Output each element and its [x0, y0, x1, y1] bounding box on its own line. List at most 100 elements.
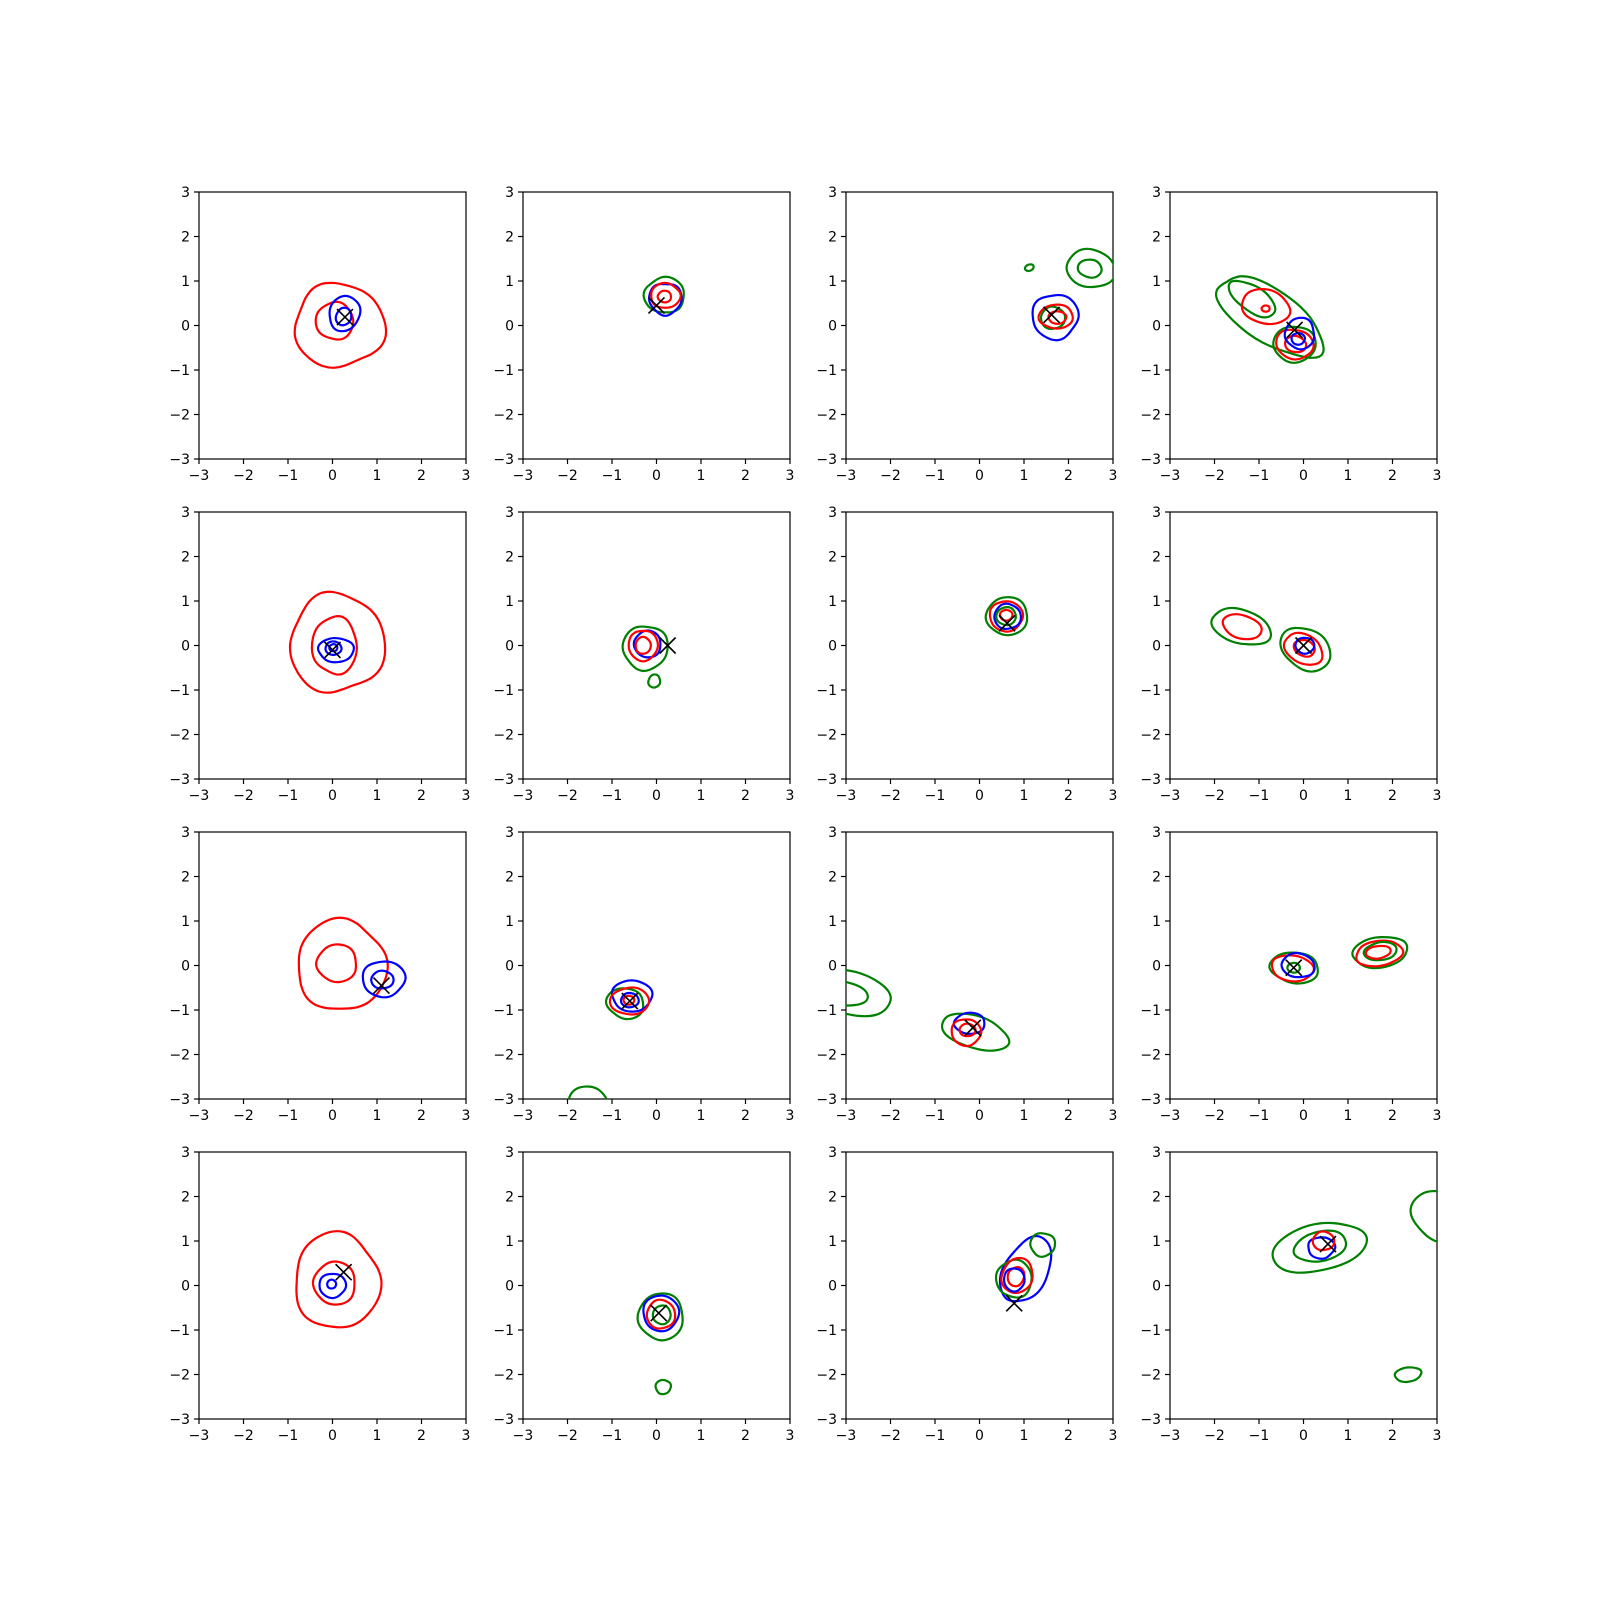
y-tick-label: 1	[181, 594, 190, 610]
axes-frame	[845, 1151, 1114, 1420]
green-contour	[604, 987, 645, 1021]
green-contour	[1029, 1232, 1057, 1258]
blue-contour	[1283, 316, 1316, 351]
red-contour	[1311, 1230, 1336, 1252]
red-contour	[1240, 288, 1292, 326]
x-tick-label: 3	[462, 1428, 471, 1444]
y-tick-label: 1	[828, 1234, 837, 1250]
red-contour	[958, 1022, 977, 1038]
x-tick-label: −3	[513, 1108, 534, 1124]
red-contour	[1270, 954, 1316, 983]
x-tick-label: −1	[278, 788, 299, 804]
y-tick-label: −2	[493, 1048, 514, 1064]
x-tick-label: −3	[513, 788, 534, 804]
x-tick-label: 0	[1299, 788, 1308, 804]
y-tick-label: 0	[828, 319, 837, 335]
y-tick-label: −2	[1140, 1368, 1161, 1384]
subplot-r3c1: −3 −2 −1 0 1 2 3 −3 −2 −1 0 1 2 3	[169, 825, 470, 1124]
red-contour	[1260, 304, 1271, 313]
y-tick-label: −3	[816, 1412, 837, 1428]
y-tick-label: −2	[1140, 728, 1161, 744]
axes-frame	[1169, 191, 1438, 460]
y-tick-label: −1	[169, 363, 190, 379]
subplot-r3c2: −3 −2 −1 0 1 2 3 −3 −2 −1 0 1 2 3	[493, 825, 794, 1124]
blue-contour	[642, 1294, 681, 1333]
red-contour	[1006, 1265, 1026, 1288]
y-tick-label: −1	[169, 683, 190, 699]
red-contour	[315, 943, 358, 984]
y-tick-label: 1	[828, 594, 837, 610]
x-tick-label: 3	[1433, 468, 1442, 484]
blue-contour	[361, 960, 407, 999]
blue-contour	[1031, 293, 1080, 342]
green-contour	[1409, 1189, 1437, 1243]
x-tick-label: −3	[836, 1108, 857, 1124]
x-tick-label: 3	[1109, 1108, 1118, 1124]
y-tick-label: 3	[505, 1145, 514, 1161]
blue-contour	[334, 306, 353, 327]
y-tick-label: −3	[493, 452, 514, 468]
y-tick-label: −2	[816, 1048, 837, 1064]
y-tick-label: 3	[828, 505, 837, 521]
x-tick-label: −2	[557, 468, 578, 484]
x-tick-label: 0	[328, 1108, 337, 1124]
y-tick-label: 0	[1152, 1279, 1161, 1295]
blue-contour	[370, 969, 395, 990]
y-tick-label: 2	[828, 550, 837, 566]
green-contour	[654, 1378, 673, 1396]
y-tick-label: 2	[505, 550, 514, 566]
x-tick-label: 2	[1388, 788, 1397, 804]
y-tick-label: −3	[169, 1412, 190, 1428]
y-tick-label: −1	[1140, 1323, 1161, 1339]
green-contour	[1292, 1229, 1348, 1263]
x-tick-label: −1	[1249, 1428, 1270, 1444]
subplot-r1c3: −3 −2 −1 0 1 2 3 −3 −2 −1 0 1 2 3	[816, 185, 1117, 484]
x-tick-label: −3	[1160, 1428, 1181, 1444]
green-contour	[1065, 247, 1113, 289]
blue-contour	[1290, 332, 1307, 346]
y-tick-label: 0	[181, 639, 190, 655]
red-contour	[634, 635, 652, 655]
y-tick-label: 3	[828, 1145, 837, 1161]
blue-contour	[993, 602, 1022, 631]
x-tick-label: −2	[880, 1428, 901, 1444]
subplot-r1c4: −3 −2 −1 0 1 2 3 −3 −2 −1 0 1 2 3	[1140, 185, 1441, 484]
x-tick-label: 2	[1064, 1428, 1073, 1444]
y-tick-label: 1	[181, 274, 190, 290]
y-tick-label: −2	[169, 728, 190, 744]
red-contour	[1221, 613, 1263, 641]
x-tick-label: 1	[1344, 1108, 1353, 1124]
x-tick-label: 2	[1388, 468, 1397, 484]
x-tick-label: −3	[836, 1428, 857, 1444]
x-tick-label: −1	[925, 1108, 946, 1124]
y-tick-label: 2	[828, 870, 837, 886]
y-tick-label: 3	[505, 505, 514, 521]
y-tick-label: −2	[493, 728, 514, 744]
y-tick-label: 2	[505, 1190, 514, 1206]
x-tick-label: 0	[328, 788, 337, 804]
blue-contour	[1002, 1267, 1026, 1293]
y-tick-label: 2	[181, 550, 190, 566]
y-tick-label: 0	[181, 319, 190, 335]
red-contour	[1364, 944, 1392, 960]
y-tick-label: 3	[828, 825, 837, 841]
x-tick-label: −1	[925, 1428, 946, 1444]
blue-contour	[1307, 1236, 1337, 1260]
subplot-r2c3: −3 −2 −1 0 1 2 3 −3 −2 −1 0 1 2 3	[816, 505, 1117, 804]
y-tick-label: 3	[181, 185, 190, 201]
y-tick-label: −1	[169, 1003, 190, 1019]
x-marker	[336, 308, 354, 326]
x-tick-label: 0	[1299, 468, 1308, 484]
green-contour	[647, 673, 662, 689]
y-tick-label: −1	[816, 1003, 837, 1019]
green-contour	[846, 980, 869, 1007]
blue-contour	[632, 629, 662, 659]
y-tick-label: −2	[169, 408, 190, 424]
green-contour	[636, 1292, 684, 1342]
y-tick-label: 3	[1152, 505, 1161, 521]
x-tick-label: −1	[1249, 468, 1270, 484]
y-tick-label: 2	[181, 230, 190, 246]
x-tick-label: −3	[1160, 468, 1181, 484]
y-tick-label: 1	[181, 1234, 190, 1250]
